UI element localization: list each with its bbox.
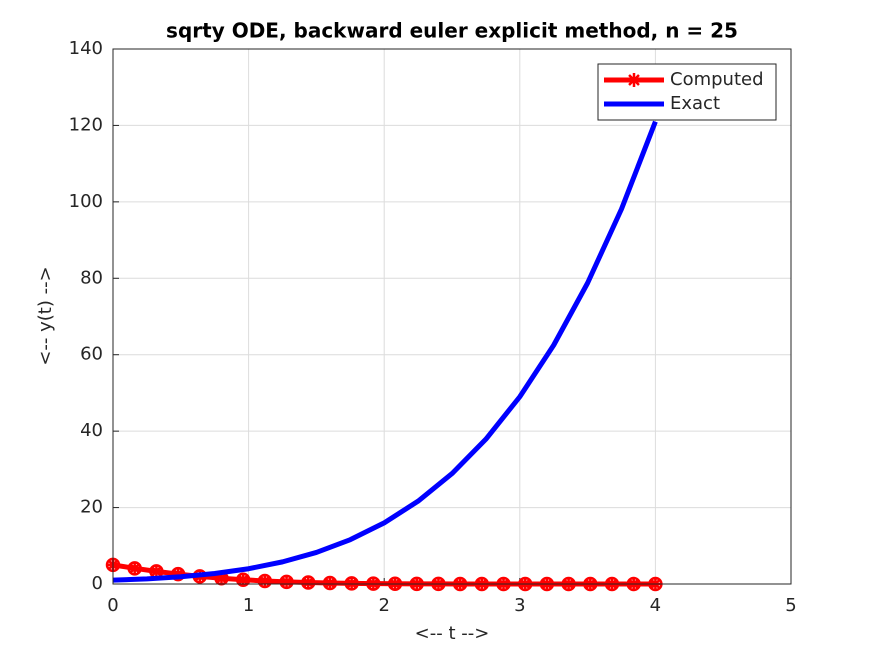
x-axis-label: <-- t --> [415, 623, 490, 644]
y-tick-label: 80 [80, 267, 103, 288]
marker [279, 574, 294, 590]
marker [149, 564, 164, 579]
x-tick-label: 0 [107, 595, 118, 616]
marker [257, 573, 273, 589]
y-axis-label: <-- y(t) --> [35, 266, 56, 365]
axes-frame [112, 48, 792, 585]
y-tick-label: 140 [69, 38, 103, 59]
y-tick-label: 60 [80, 344, 103, 365]
legend-marker [627, 73, 641, 87]
x-tick-label: 1 [243, 595, 254, 616]
legend-label: Computed [670, 69, 764, 90]
marker [344, 576, 359, 591]
series-line [112, 120, 658, 583]
y-tick-label: 100 [69, 191, 103, 212]
x-tick-label: 4 [650, 595, 661, 616]
legend: Computed Exact [597, 63, 777, 121]
chart-title: sqrty ODE, backward euler explicit metho… [166, 19, 738, 43]
x-tick-label: 2 [378, 595, 389, 616]
marker [322, 575, 338, 591]
x-tick-label: 3 [514, 595, 525, 616]
y-tick-label: 40 [80, 420, 103, 441]
marker [170, 566, 186, 582]
marker [214, 571, 229, 586]
marker [301, 575, 316, 590]
y-tick-label: 20 [80, 497, 103, 518]
legend-label: Exact [670, 93, 720, 114]
x-tick-label: 5 [785, 595, 796, 616]
y-tick-label: 0 [92, 573, 103, 594]
y-tick-label: 120 [69, 114, 103, 135]
marker [127, 561, 142, 576]
legend-box [597, 63, 777, 121]
marker [235, 572, 251, 588]
